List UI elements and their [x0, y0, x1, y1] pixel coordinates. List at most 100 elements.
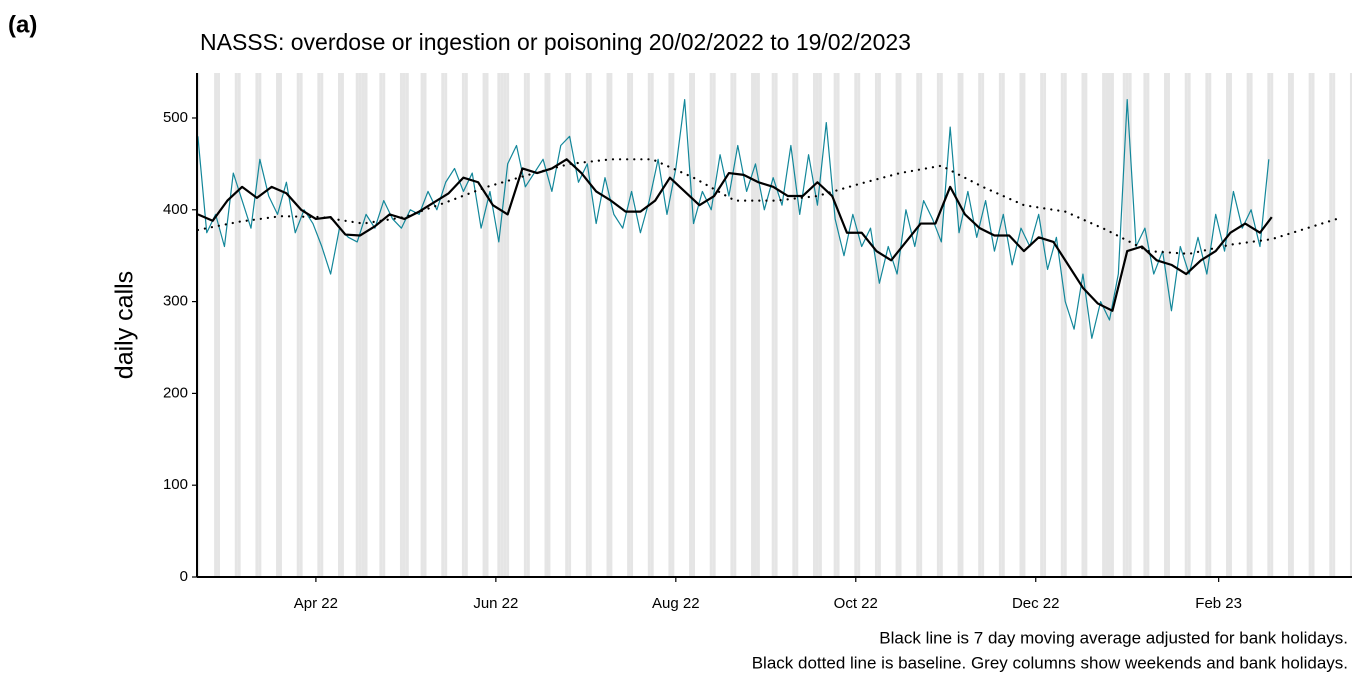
shaded-day	[692, 73, 695, 577]
shaded-day	[733, 73, 737, 577]
shaded-day	[1311, 73, 1315, 577]
shaded-day	[1187, 73, 1191, 577]
shaded-day	[916, 73, 920, 577]
x-tick-label: Oct 22	[834, 595, 878, 612]
shaded-day	[895, 73, 899, 577]
shaded-day	[1184, 73, 1188, 577]
shaded-day	[1001, 73, 1005, 577]
shaded-day	[792, 73, 796, 577]
shaded-day	[1110, 73, 1114, 577]
panel-label: (a)	[8, 11, 37, 38]
shaded-day	[420, 73, 424, 577]
shaded-day	[588, 73, 592, 577]
shaded-day	[1108, 73, 1111, 577]
shaded-day	[606, 73, 610, 577]
shaded-day	[1226, 73, 1229, 577]
x-tick-label: Aug 22	[652, 595, 700, 612]
shaded-day	[1329, 73, 1333, 577]
shaded-day	[544, 73, 548, 577]
shaded-day	[503, 73, 507, 577]
shaded-day	[464, 73, 468, 577]
shaded-day	[1267, 73, 1271, 577]
shaded-day	[1290, 73, 1294, 577]
shaded-day	[1164, 73, 1168, 577]
shaded-day	[1019, 73, 1023, 577]
shaded-day	[1040, 73, 1044, 577]
shaded-day	[1349, 73, 1352, 577]
shaded-day	[1228, 73, 1232, 577]
shaded-day	[296, 73, 300, 577]
shaded-day	[689, 73, 693, 577]
shaded-day	[214, 73, 218, 577]
shaded-day	[1060, 73, 1064, 577]
shaded-day	[978, 73, 982, 577]
shaded-day	[547, 73, 551, 577]
footnote: Black dotted line is baseline. Grey colu…	[752, 653, 1348, 672]
shaded-day	[444, 73, 448, 577]
y-tick-label: 100	[163, 476, 188, 493]
shaded-day	[795, 73, 799, 577]
y-axis-label: daily calls	[111, 271, 139, 379]
shaded-day	[364, 73, 368, 577]
series-line	[197, 158, 1273, 312]
shaded-day	[320, 73, 324, 577]
shaded-day	[276, 73, 280, 577]
shaded-day	[1208, 73, 1212, 577]
shaded-day	[1308, 73, 1312, 577]
shaded-day	[482, 73, 486, 577]
shaded-day	[981, 73, 985, 577]
shaded-day	[485, 73, 489, 577]
shaded-day	[919, 73, 923, 577]
shaded-day	[751, 73, 754, 577]
shaded-day	[1143, 73, 1147, 577]
shaded-day	[526, 73, 530, 577]
chart-title: NASSS: overdose or ingestion or poisonin…	[200, 29, 911, 55]
shaded-day	[258, 73, 262, 577]
shaded-day	[957, 73, 961, 577]
shaded-day	[998, 73, 1002, 577]
x-tick-label: Dec 22	[1012, 595, 1060, 612]
shaded-day	[836, 73, 840, 577]
shaded-day	[650, 73, 654, 577]
shaded-day	[1249, 73, 1253, 577]
shaded-day	[405, 73, 409, 577]
shaded-day	[771, 73, 775, 577]
shaded-day	[299, 73, 303, 577]
shaded-day	[497, 73, 501, 577]
shaded-day	[833, 73, 837, 577]
shaded-day	[358, 73, 362, 577]
shaded-day	[361, 73, 365, 577]
shaded-day	[1081, 73, 1085, 577]
shaded-day	[709, 73, 713, 577]
shaded-day	[1102, 73, 1106, 577]
shaded-day	[523, 73, 527, 577]
shaded-day	[1205, 73, 1209, 577]
shaded-day	[585, 73, 589, 577]
x-tick-label: Apr 22	[294, 595, 338, 612]
shaded-day	[813, 73, 816, 577]
shaded-day	[712, 73, 716, 577]
shaded-day	[1043, 73, 1047, 577]
shaded-day	[1167, 73, 1170, 577]
footnote: Black line is 7 day moving average adjus…	[879, 628, 1348, 647]
shaded-day	[279, 73, 282, 577]
shaded-day	[774, 73, 778, 577]
shaded-day	[237, 73, 241, 577]
shaded-day	[857, 73, 861, 577]
shaded-day	[234, 73, 238, 577]
shaded-day	[1146, 73, 1150, 577]
shaded-day	[1128, 73, 1132, 577]
shaded-day	[565, 73, 569, 577]
shaded-day	[355, 73, 359, 577]
shaded-day	[960, 73, 964, 577]
shaded-day	[340, 73, 344, 577]
shaded-day	[255, 73, 259, 577]
shaded-day	[382, 73, 386, 577]
shaded-day	[877, 73, 881, 577]
x-tick-label: Feb 23	[1195, 595, 1242, 612]
shaded-day	[753, 73, 757, 577]
shaded-day	[1287, 73, 1291, 577]
shaded-day	[1063, 73, 1067, 577]
y-tick-label: 500	[163, 109, 188, 126]
